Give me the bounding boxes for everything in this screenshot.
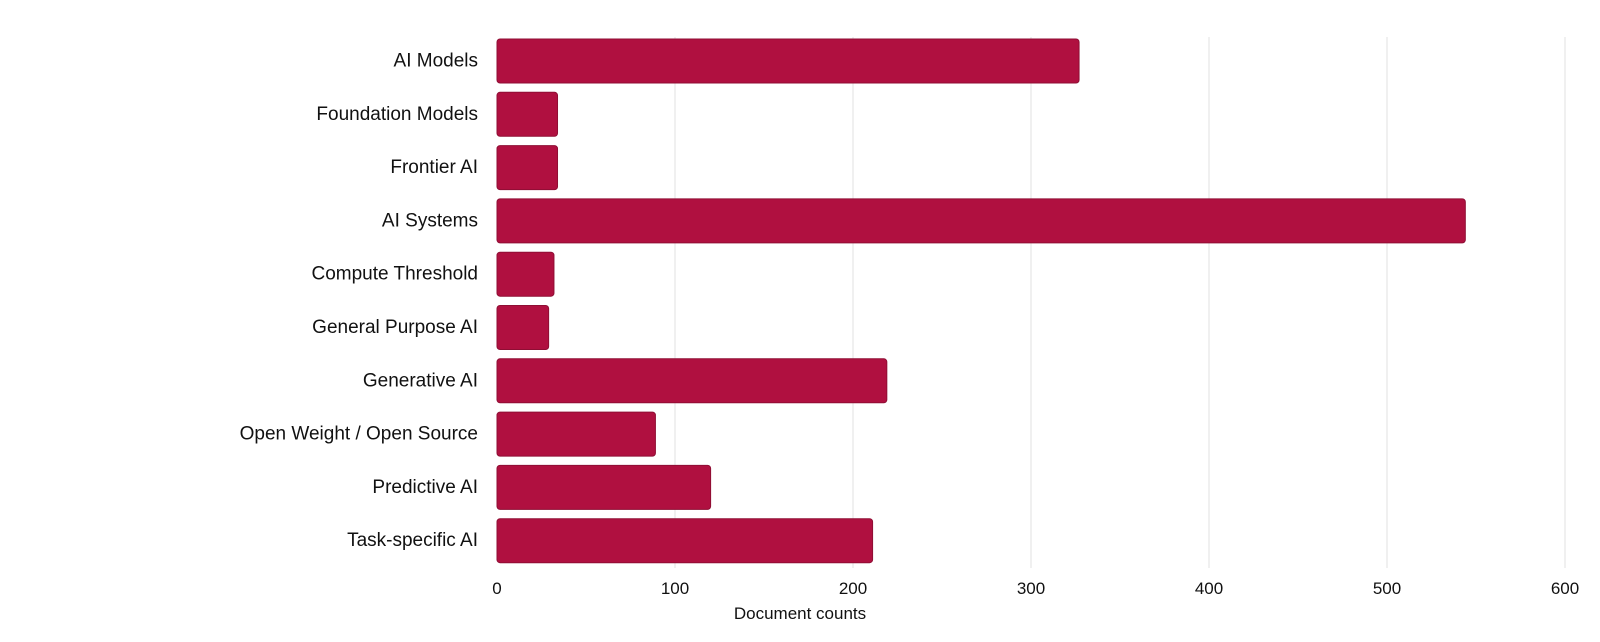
bar[interactable] bbox=[496, 464, 712, 510]
bar[interactable] bbox=[496, 251, 555, 297]
bar[interactable] bbox=[496, 38, 1080, 84]
category-label: Generative AI bbox=[363, 370, 478, 391]
bar[interactable] bbox=[496, 198, 1466, 244]
x-tick-label: 100 bbox=[661, 579, 689, 598]
x-tick-label: 200 bbox=[839, 579, 867, 598]
x-tick-label: 400 bbox=[1195, 579, 1223, 598]
bars bbox=[496, 38, 1466, 564]
x-tick-label: 0 bbox=[492, 579, 501, 598]
x-axis-title: Document counts bbox=[734, 604, 866, 623]
category-label: Frontier AI bbox=[390, 157, 478, 178]
bar[interactable] bbox=[496, 518, 874, 564]
category-label: Predictive AI bbox=[372, 477, 478, 498]
x-tick-label: 300 bbox=[1017, 579, 1045, 598]
bar[interactable] bbox=[496, 411, 656, 457]
category-label: AI Systems bbox=[382, 210, 478, 231]
bar[interactable] bbox=[496, 358, 888, 404]
category-labels: AI Models Foundation Models Frontier AI AI … bbox=[240, 51, 478, 552]
category-label: Foundation Models bbox=[316, 104, 478, 125]
category-label: AI Models bbox=[394, 51, 478, 72]
x-tick-label: 500 bbox=[1373, 579, 1401, 598]
category-label: Open Weight / Open Source bbox=[240, 424, 478, 445]
category-label: General Purpose AI bbox=[312, 317, 478, 338]
category-label: Compute Threshold bbox=[311, 264, 478, 285]
gridlines bbox=[674, 37, 1566, 568]
bar[interactable] bbox=[496, 305, 550, 350]
bar[interactable] bbox=[496, 145, 559, 191]
bar[interactable] bbox=[496, 91, 559, 137]
x-tick-label: 600 bbox=[1551, 579, 1579, 598]
category-label: Task-specific AI bbox=[347, 530, 478, 551]
x-tick-labels: 0 100 200 300 400 500 600 bbox=[492, 579, 1579, 598]
